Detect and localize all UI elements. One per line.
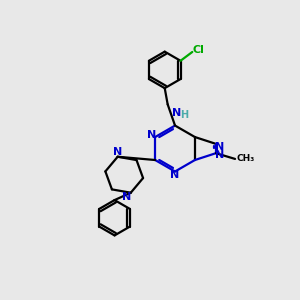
Text: N: N: [215, 150, 224, 160]
Text: Cl: Cl: [192, 46, 204, 56]
Text: N: N: [122, 191, 132, 202]
Text: N: N: [170, 170, 180, 180]
Text: N: N: [172, 109, 181, 118]
Text: N: N: [113, 147, 122, 157]
Text: CH₃: CH₃: [236, 154, 254, 164]
Text: N: N: [147, 130, 156, 140]
Text: H: H: [180, 110, 188, 120]
Text: N: N: [215, 142, 224, 152]
